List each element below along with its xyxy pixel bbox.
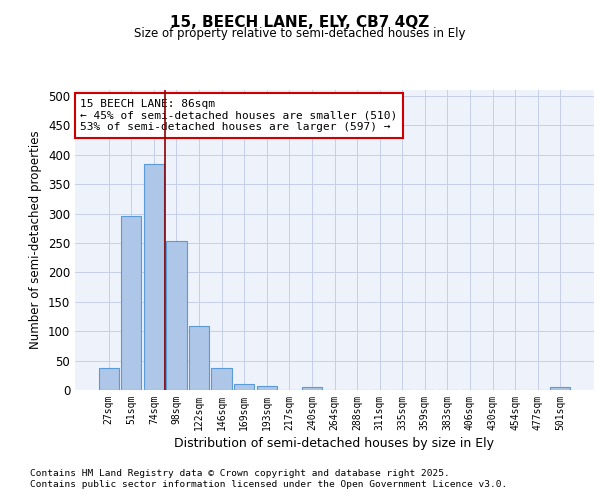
Bar xyxy=(211,368,232,390)
Bar xyxy=(189,326,209,390)
Bar xyxy=(234,384,254,390)
Y-axis label: Number of semi-detached properties: Number of semi-detached properties xyxy=(29,130,43,350)
Bar xyxy=(121,216,142,390)
Bar xyxy=(302,387,322,390)
Bar xyxy=(166,240,187,390)
Text: Size of property relative to semi-detached houses in Ely: Size of property relative to semi-detach… xyxy=(134,28,466,40)
Text: 15 BEECH LANE: 86sqm
← 45% of semi-detached houses are smaller (510)
53% of semi: 15 BEECH LANE: 86sqm ← 45% of semi-detac… xyxy=(80,99,397,132)
Text: Contains public sector information licensed under the Open Government Licence v3: Contains public sector information licen… xyxy=(30,480,507,489)
Text: Contains HM Land Registry data © Crown copyright and database right 2025.: Contains HM Land Registry data © Crown c… xyxy=(30,468,450,477)
Bar xyxy=(98,368,119,390)
Bar xyxy=(144,164,164,390)
Bar xyxy=(257,386,277,390)
X-axis label: Distribution of semi-detached houses by size in Ely: Distribution of semi-detached houses by … xyxy=(175,437,494,450)
Text: 15, BEECH LANE, ELY, CB7 4QZ: 15, BEECH LANE, ELY, CB7 4QZ xyxy=(170,15,430,30)
Bar xyxy=(550,387,571,390)
